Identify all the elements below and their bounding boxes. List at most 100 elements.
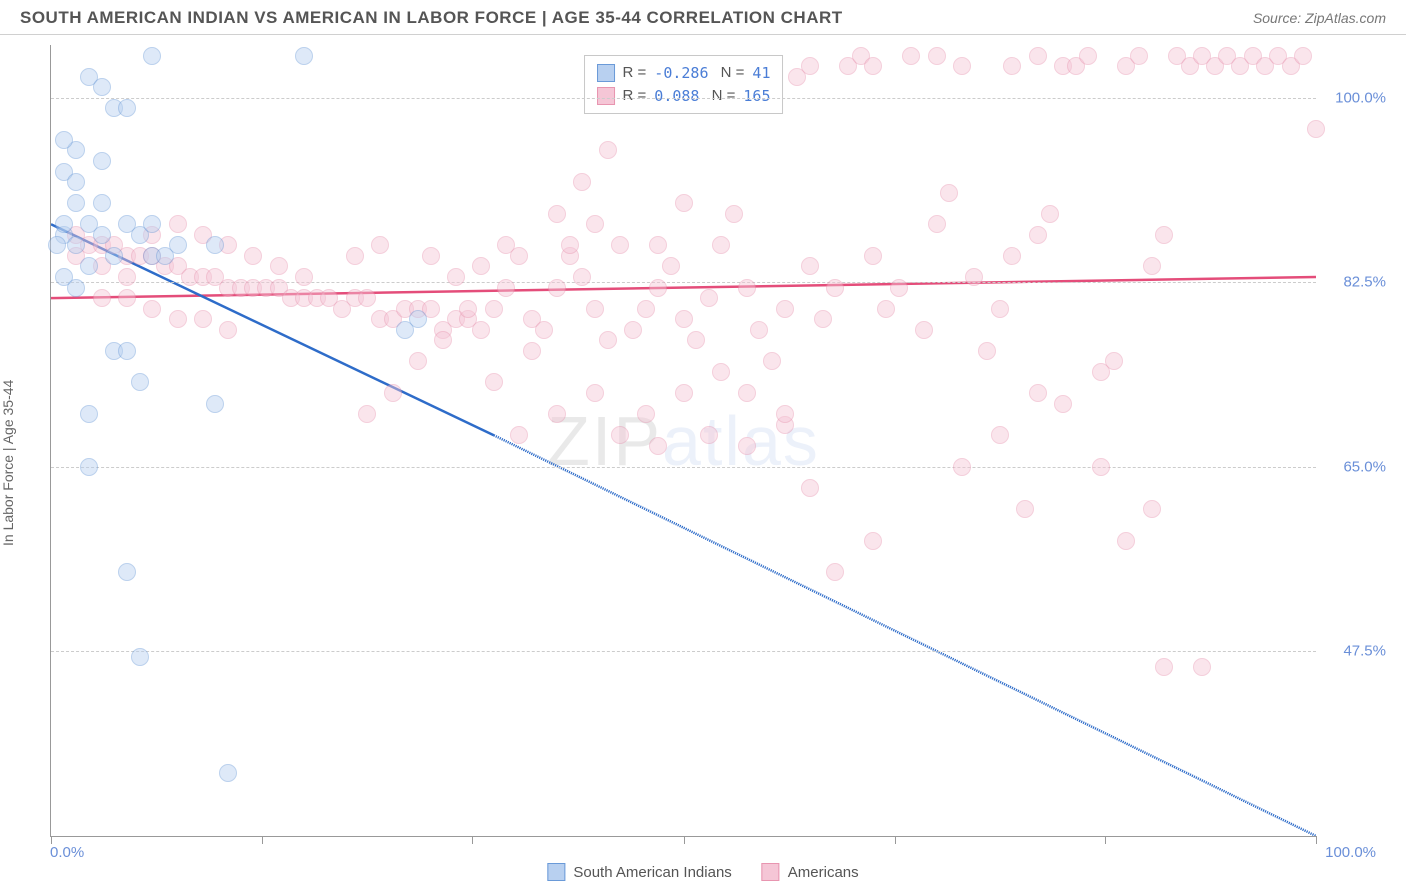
data-point <box>194 310 212 328</box>
x-tick <box>472 836 473 844</box>
data-point <box>1307 120 1325 138</box>
data-point <box>599 331 617 349</box>
data-point <box>384 384 402 402</box>
data-point <box>497 279 515 297</box>
data-point <box>675 384 693 402</box>
data-point <box>169 236 187 254</box>
data-point <box>814 310 832 328</box>
data-point <box>55 131 73 149</box>
bottom-legend-item-0: South American Indians <box>547 863 731 881</box>
plot-area: ZIPatlas R = -0.286 N = 41 R = 0.088 N =… <box>50 45 1316 837</box>
y-tick-label: 47.5% <box>1343 643 1386 660</box>
data-point <box>776 405 794 423</box>
x-axis-max-label: 100.0% <box>1325 844 1376 861</box>
data-point <box>131 648 149 666</box>
data-point <box>624 321 642 339</box>
gridline <box>51 651 1316 652</box>
data-point <box>649 279 667 297</box>
y-tick-label: 82.5% <box>1343 274 1386 291</box>
x-tick <box>51 836 52 844</box>
x-tick <box>262 836 263 844</box>
data-point <box>687 331 705 349</box>
data-point <box>712 236 730 254</box>
bottom-legend: South American Indians Americans <box>547 863 858 881</box>
data-point <box>1029 226 1047 244</box>
data-point <box>725 205 743 223</box>
data-point <box>485 373 503 391</box>
data-point <box>965 268 983 286</box>
data-point <box>826 563 844 581</box>
data-point <box>1029 384 1047 402</box>
data-point <box>93 78 111 96</box>
trend-line <box>494 435 1316 836</box>
data-point <box>548 279 566 297</box>
data-point <box>864 57 882 75</box>
data-point <box>358 289 376 307</box>
data-point <box>1092 363 1110 381</box>
data-point <box>447 268 465 286</box>
data-point <box>877 300 895 318</box>
data-point <box>586 384 604 402</box>
data-point <box>649 437 667 455</box>
data-point <box>561 236 579 254</box>
data-point <box>1054 395 1072 413</box>
y-tick-label: 65.0% <box>1343 458 1386 475</box>
data-point <box>118 268 136 286</box>
data-point <box>143 47 161 65</box>
data-point <box>206 395 224 413</box>
data-point <box>48 236 66 254</box>
data-point <box>371 236 389 254</box>
data-point <box>422 247 440 265</box>
source-attribution: Source: ZipAtlas.com <box>1253 10 1386 26</box>
data-point <box>649 236 667 254</box>
x-axis-min-label: 0.0% <box>50 844 84 861</box>
data-point <box>55 215 73 233</box>
data-point <box>700 426 718 444</box>
data-point <box>953 57 971 75</box>
data-point <box>978 342 996 360</box>
data-point <box>801 57 819 75</box>
legend-n-0: 41 <box>752 62 770 85</box>
data-point <box>67 173 85 191</box>
data-point <box>738 437 756 455</box>
bottom-legend-label-0: South American Indians <box>573 864 731 881</box>
data-point <box>1016 500 1034 518</box>
data-point <box>105 247 123 265</box>
chart-container: In Labor Force | Age 35-44 ZIPatlas R = … <box>0 35 1406 887</box>
data-point <box>80 458 98 476</box>
data-point <box>675 194 693 212</box>
data-point <box>611 236 629 254</box>
data-point <box>1143 500 1161 518</box>
x-tick <box>1105 836 1106 844</box>
data-point <box>93 152 111 170</box>
data-point <box>118 342 136 360</box>
data-point <box>902 47 920 65</box>
data-point <box>915 321 933 339</box>
legend-swatch-icon <box>762 863 780 881</box>
legend-swatch-icon <box>597 64 615 82</box>
data-point <box>890 279 908 297</box>
data-point <box>864 532 882 550</box>
data-point <box>637 405 655 423</box>
data-point <box>573 268 591 286</box>
data-point <box>409 352 427 370</box>
data-point <box>1155 658 1173 676</box>
data-point <box>270 257 288 275</box>
data-point <box>143 215 161 233</box>
data-point <box>206 236 224 254</box>
data-point <box>510 426 528 444</box>
data-point <box>346 247 364 265</box>
data-point <box>1092 458 1110 476</box>
data-point <box>953 458 971 476</box>
data-point <box>637 300 655 318</box>
data-point <box>219 764 237 782</box>
data-point <box>712 363 730 381</box>
data-point <box>763 352 781 370</box>
data-point <box>169 310 187 328</box>
data-point <box>1003 57 1021 75</box>
data-point <box>864 247 882 265</box>
data-point <box>548 405 566 423</box>
data-point <box>535 321 553 339</box>
gridline <box>51 467 1316 468</box>
data-point <box>991 300 1009 318</box>
